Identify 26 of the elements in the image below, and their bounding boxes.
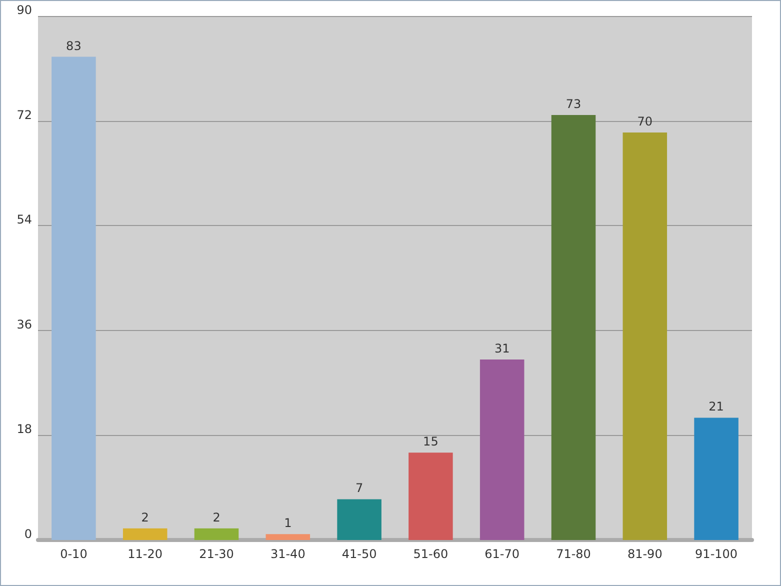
data-label: 2	[212, 510, 220, 524]
x-tick-label: 61-70	[484, 547, 520, 561]
data-label: 2	[141, 510, 149, 524]
x-tick-label: 11-20	[128, 547, 163, 561]
x-tick-label: 81-90	[627, 547, 662, 561]
y-tick-label: 18	[16, 422, 32, 436]
x-tick-label: 21-30	[199, 547, 234, 561]
data-label: 15	[423, 434, 438, 449]
y-tick-label: 90	[16, 3, 32, 17]
x-tick-label: 31-40	[270, 547, 306, 561]
x-tick-label: 41-50	[342, 547, 377, 561]
y-tick-label: 0	[24, 527, 32, 541]
data-label: 7	[355, 481, 364, 496]
x-tick-label: 0-10	[60, 547, 88, 561]
y-tick-label: 72	[16, 108, 32, 122]
x-tick-label: 91-100	[695, 547, 738, 561]
data-label: 83	[66, 38, 82, 53]
data-label: 21	[708, 400, 724, 414]
x-tick-label: 51-60	[413, 547, 448, 561]
y-tick-label: 36	[16, 317, 32, 332]
data-label: 73	[566, 96, 582, 111]
data-label: 1	[284, 516, 292, 530]
data-label: 31	[494, 342, 510, 356]
x-tick-label: 71-80	[556, 547, 591, 561]
data-label: 70	[637, 114, 653, 128]
y-tick-label: 54	[16, 212, 32, 227]
